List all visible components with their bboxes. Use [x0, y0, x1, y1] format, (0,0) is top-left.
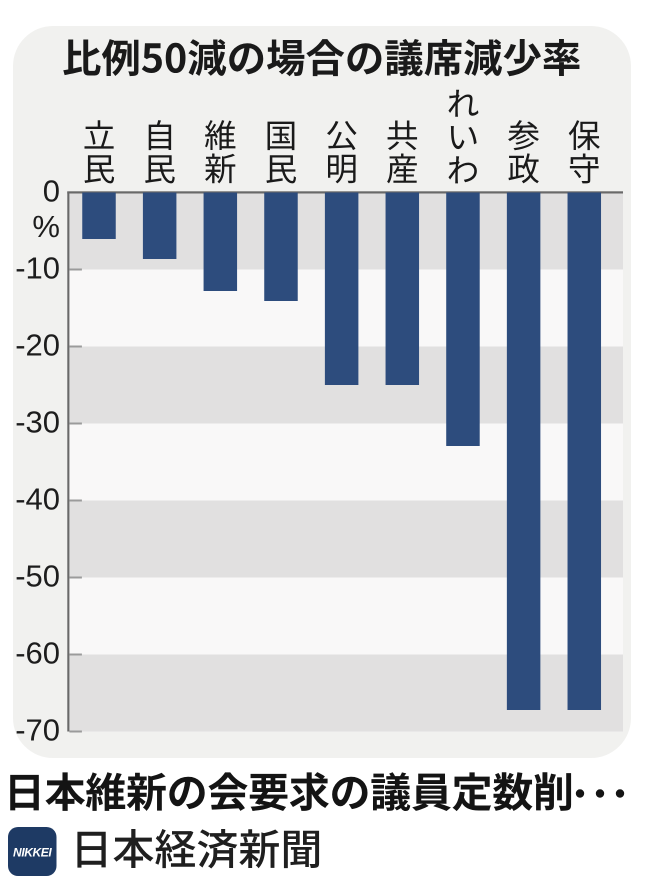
- svg-text:-50: -50: [15, 558, 60, 593]
- svg-text:-10: -10: [15, 250, 60, 285]
- svg-text:-30: -30: [15, 404, 60, 439]
- svg-text:-60: -60: [15, 635, 60, 670]
- svg-text:-70: -70: [15, 712, 60, 747]
- svg-text:-40: -40: [15, 481, 60, 516]
- svg-text:0: 0: [43, 173, 60, 208]
- svg-text:%: %: [32, 209, 60, 244]
- svg-text:-20: -20: [15, 327, 60, 362]
- svg-text:NIKKEI: NIKKEI: [13, 846, 52, 860]
